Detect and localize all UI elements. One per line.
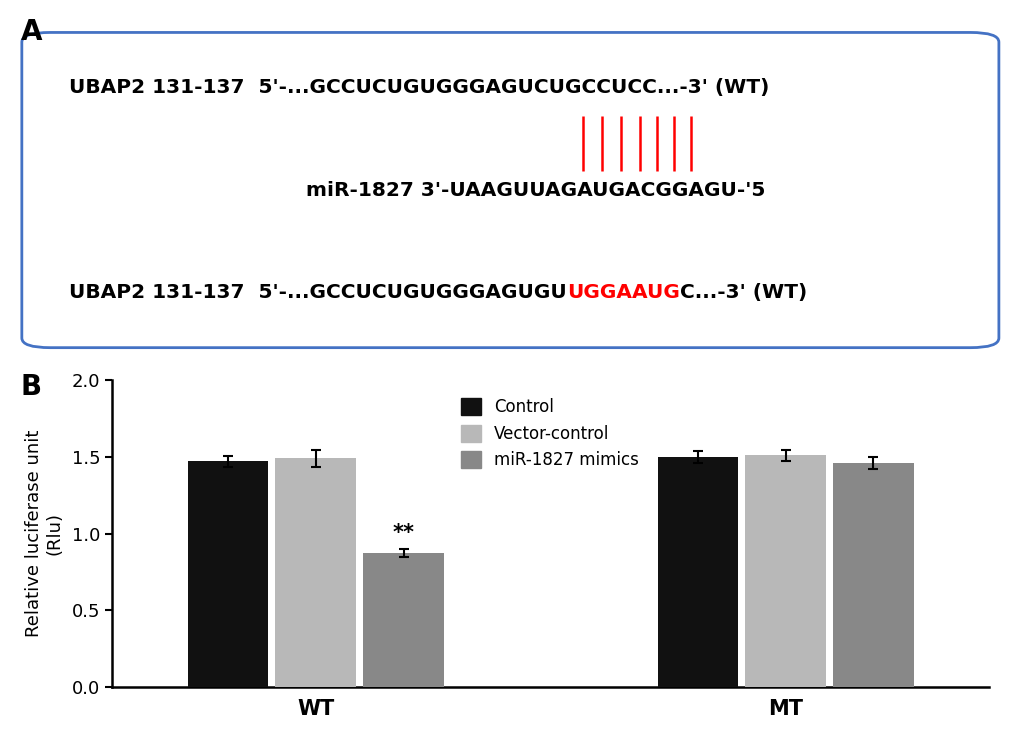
Text: miR-1827 3'-UAAGUUAGAUGACGGAGU-'5: miR-1827 3'-UAAGUUAGAUGACGGAGU-'5	[306, 181, 765, 200]
Y-axis label: Relative luciferase unit
(Rlu): Relative luciferase unit (Rlu)	[24, 430, 63, 637]
Text: A: A	[20, 18, 42, 46]
Bar	[833, 463, 913, 687]
Bar	[275, 458, 356, 687]
Text: UGGAAUG: UGGAAUG	[567, 284, 680, 303]
Text: UBAP2 131-137  5'-...GCCUCUGUGGGAGUGU: UBAP2 131-137 5'-...GCCUCUGUGGGAGUGU	[69, 284, 567, 303]
Text: **: **	[392, 523, 414, 543]
FancyBboxPatch shape	[21, 32, 998, 348]
Bar	[657, 457, 738, 687]
Bar	[187, 461, 268, 687]
Text: UBAP2 131-137  5'-...GCCUCUGUGGGAGUCUGCCUCC...-3' (WT): UBAP2 131-137 5'-...GCCUCUGUGGGAGUCUGCCU…	[69, 77, 769, 96]
Bar	[745, 455, 825, 687]
Legend: Control, Vector-control, miR-1827 mimics: Control, Vector-control, miR-1827 mimics	[453, 392, 645, 476]
Text: B: B	[20, 373, 42, 401]
Text: C...-3' (WT): C...-3' (WT)	[680, 284, 806, 303]
Bar	[363, 553, 443, 687]
